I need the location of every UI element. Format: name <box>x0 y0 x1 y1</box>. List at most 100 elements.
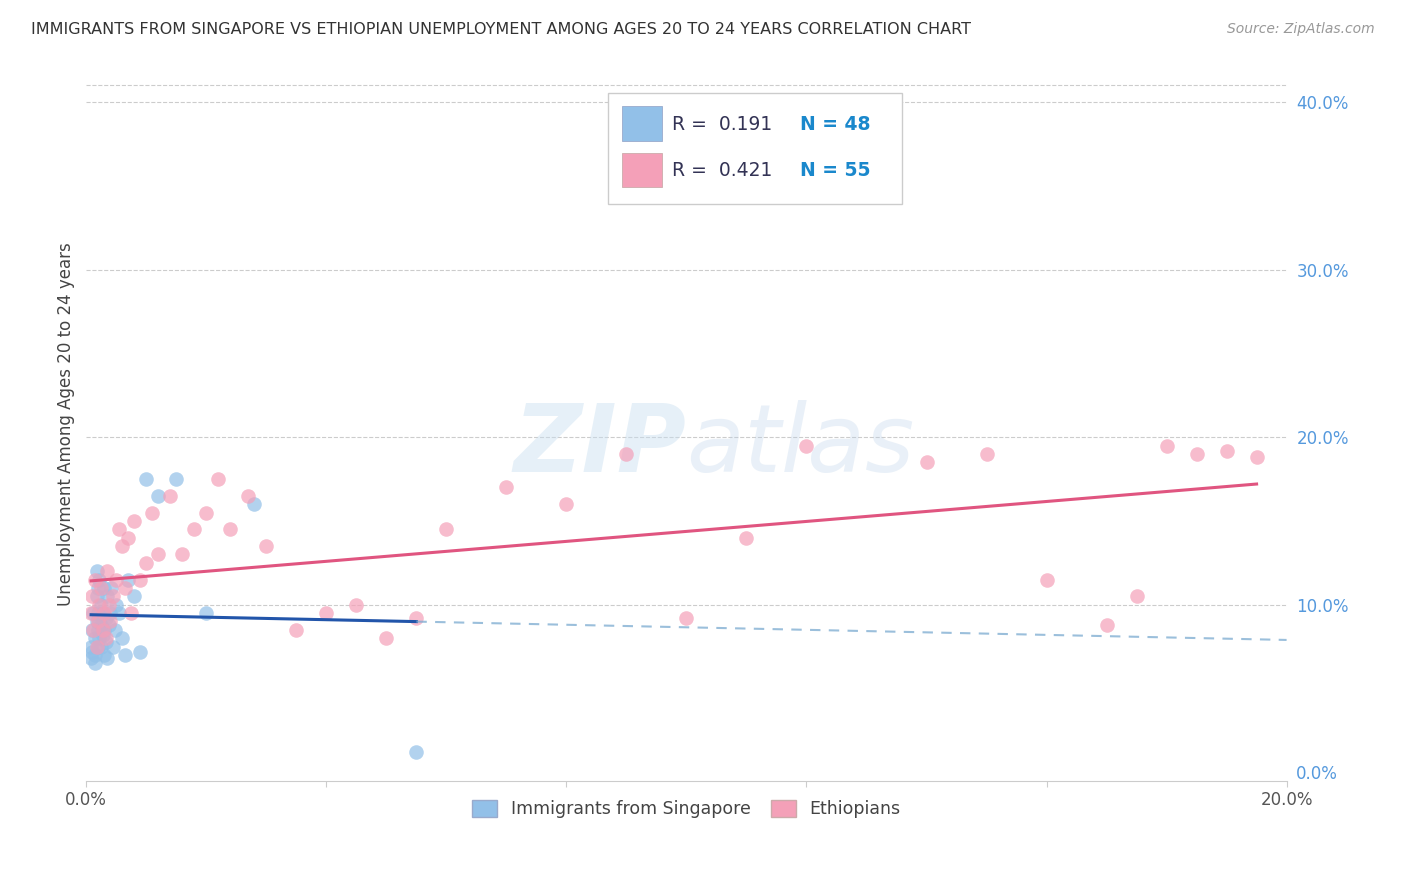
Point <box>103 640 125 654</box>
Point <box>94 634 117 648</box>
Point <box>238 489 260 503</box>
Point <box>114 581 136 595</box>
Point <box>91 606 114 620</box>
Text: atlas: atlas <box>686 401 915 491</box>
Point <box>87 581 110 595</box>
Point <box>405 745 427 759</box>
Point <box>207 472 229 486</box>
Point <box>90 640 112 654</box>
Point <box>114 648 136 662</box>
Point <box>96 651 118 665</box>
Point <box>93 606 115 620</box>
Point <box>98 615 121 629</box>
Point <box>1125 590 1147 604</box>
Text: R =  0.191: R = 0.191 <box>672 114 772 134</box>
Point <box>91 628 114 642</box>
Point <box>104 623 127 637</box>
Point <box>80 606 103 620</box>
Point <box>405 611 427 625</box>
Point <box>117 573 139 587</box>
Point <box>135 472 157 486</box>
Point <box>80 651 103 665</box>
Point <box>254 539 277 553</box>
Point <box>195 506 218 520</box>
Point <box>80 640 103 654</box>
Point <box>84 573 107 587</box>
Point <box>96 564 118 578</box>
Text: Source: ZipAtlas.com: Source: ZipAtlas.com <box>1227 22 1375 37</box>
Point <box>1095 617 1118 632</box>
Point <box>90 581 112 595</box>
Point <box>495 480 517 494</box>
Point <box>1246 450 1268 465</box>
Point <box>129 573 152 587</box>
Point <box>93 623 115 637</box>
Point <box>94 631 117 645</box>
Point <box>120 606 142 620</box>
Point <box>89 573 111 587</box>
Point <box>96 590 118 604</box>
Point <box>87 615 110 629</box>
Point <box>976 447 998 461</box>
Point <box>98 598 121 612</box>
Point <box>675 611 697 625</box>
Point <box>555 497 578 511</box>
Point <box>84 631 107 645</box>
Point <box>82 623 104 637</box>
Point <box>159 489 181 503</box>
Point <box>148 489 170 503</box>
Point <box>94 611 117 625</box>
Point <box>111 631 134 645</box>
Point <box>172 548 194 562</box>
Point <box>90 598 112 612</box>
Point <box>135 556 157 570</box>
Point <box>735 531 758 545</box>
Point <box>91 623 114 637</box>
FancyBboxPatch shape <box>621 106 662 141</box>
Point <box>82 590 104 604</box>
Text: R =  0.421: R = 0.421 <box>672 161 772 180</box>
Point <box>124 514 146 528</box>
Point <box>219 522 242 536</box>
Point <box>98 617 121 632</box>
Point <box>100 581 122 595</box>
Point <box>86 615 108 629</box>
Point <box>129 645 152 659</box>
Point <box>315 606 337 620</box>
FancyBboxPatch shape <box>609 94 903 204</box>
Legend: Immigrants from Singapore, Ethiopians: Immigrants from Singapore, Ethiopians <box>465 793 907 825</box>
Point <box>108 606 131 620</box>
Point <box>1035 573 1057 587</box>
Point <box>82 606 104 620</box>
Point <box>1185 447 1208 461</box>
Point <box>375 631 398 645</box>
Point <box>165 472 187 486</box>
Point <box>84 657 107 671</box>
Point <box>82 623 104 637</box>
Point <box>108 522 131 536</box>
Point <box>796 438 818 452</box>
Point <box>124 590 146 604</box>
Point <box>141 506 163 520</box>
Text: IMMIGRANTS FROM SINGAPORE VS ETHIOPIAN UNEMPLOYMENT AMONG AGES 20 TO 24 YEARS CO: IMMIGRANTS FROM SINGAPORE VS ETHIOPIAN U… <box>31 22 972 37</box>
Point <box>93 648 115 662</box>
Point <box>89 615 111 629</box>
Point <box>86 590 108 604</box>
Point <box>87 640 110 654</box>
Point <box>90 617 112 632</box>
Text: N = 48: N = 48 <box>800 114 870 134</box>
Point <box>1215 443 1237 458</box>
Y-axis label: Unemployment Among Ages 20 to 24 years: Unemployment Among Ages 20 to 24 years <box>58 243 75 607</box>
Point <box>915 455 938 469</box>
Text: N = 55: N = 55 <box>800 161 870 180</box>
Point <box>117 531 139 545</box>
Point <box>103 590 125 604</box>
Point <box>105 598 128 612</box>
Point <box>87 623 110 637</box>
Point <box>148 548 170 562</box>
Text: ZIP: ZIP <box>513 400 686 492</box>
Point <box>195 606 218 620</box>
Point <box>93 581 115 595</box>
Point <box>89 598 111 612</box>
Point <box>285 623 308 637</box>
